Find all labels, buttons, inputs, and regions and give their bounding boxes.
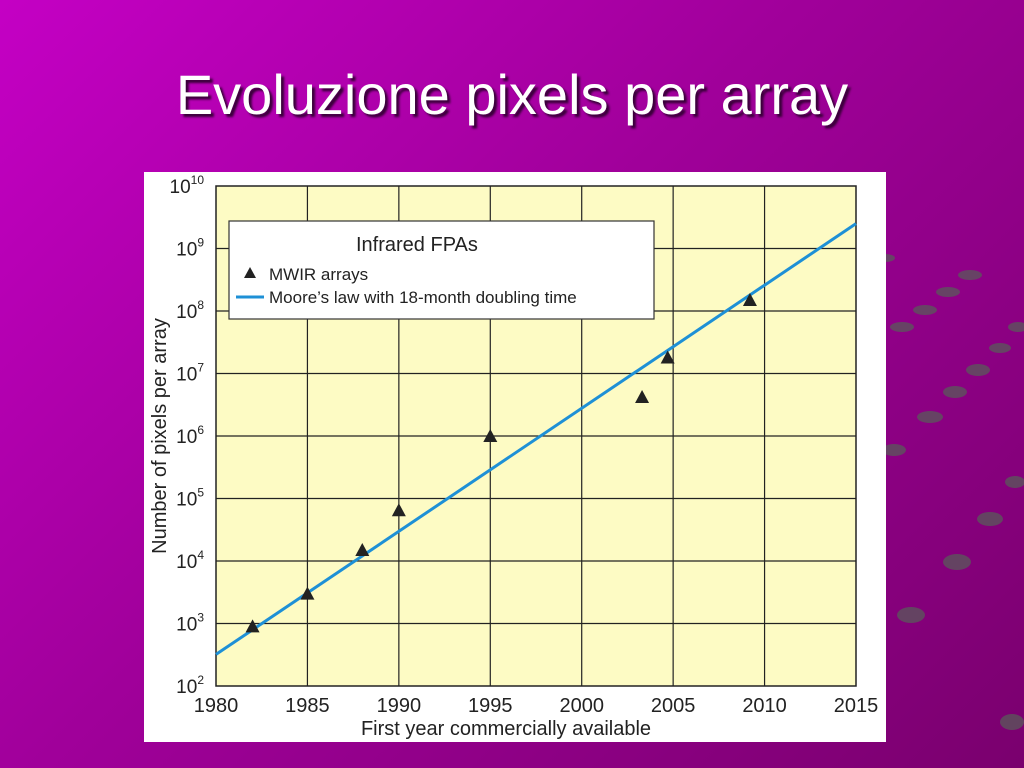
y-tick-label: 1010 [170,173,205,198]
y-tick-label: 108 [176,298,204,323]
chart-figure: 1980 1985 1990 1995 2000 2005 2010 2015 102 103 10… [144,172,886,742]
legend: Infrared FPAs MWIR arrays Moore’s law wi… [228,220,655,320]
x-tick-label: 2005 [651,695,696,717]
axes: 1980 1985 1990 1995 2000 2005 2010 2015 102 103 10… [170,173,879,717]
mwir-data-point [635,390,650,404]
x-tick-label: 1980 [194,695,239,717]
y-axis-title: Number of pixels per array [149,318,171,554]
legend-triangle-marker [244,267,256,278]
x-tick-label: 1990 [377,695,422,717]
mwir-data-point [355,542,370,556]
mwir-markers-layer [245,292,757,633]
x-tick-label: 2000 [559,695,604,717]
y-tick-label: 104 [176,548,204,573]
y-tick-label: 107 [176,361,204,386]
legend-box [228,220,655,320]
y-tick-label: 106 [176,423,204,448]
mwir-data-point [660,350,675,364]
y-tick-label: 109 [176,236,204,261]
mwir-data-point [300,586,315,600]
y-tick-label: 103 [176,611,204,636]
x-tick-label: 1985 [285,695,330,717]
x-axis-title: First year commercially available [361,718,651,740]
x-tick-label: 1995 [468,695,513,717]
legend-entry-moore: Moore’s law with 18-month doubling time [269,288,577,307]
legend-entry-mwir: MWIR arrays [269,265,368,284]
mwir-data-point [742,292,757,306]
mwir-data-point [483,429,498,442]
y-tick-label: 102 [176,673,204,698]
mwir-data-point [391,503,406,517]
slide-title: Evoluzione pixels per array [175,63,849,126]
chart: 1980 1985 1990 1995 2000 2005 2010 2015 102 103 10… [149,173,879,740]
legend-title: Infrared FPAs [356,234,478,256]
y-tick-label: 105 [176,486,204,511]
x-tick-label: 2015 [834,695,879,717]
mwir-data-point [245,619,260,633]
x-tick-label: 2010 [742,695,787,717]
